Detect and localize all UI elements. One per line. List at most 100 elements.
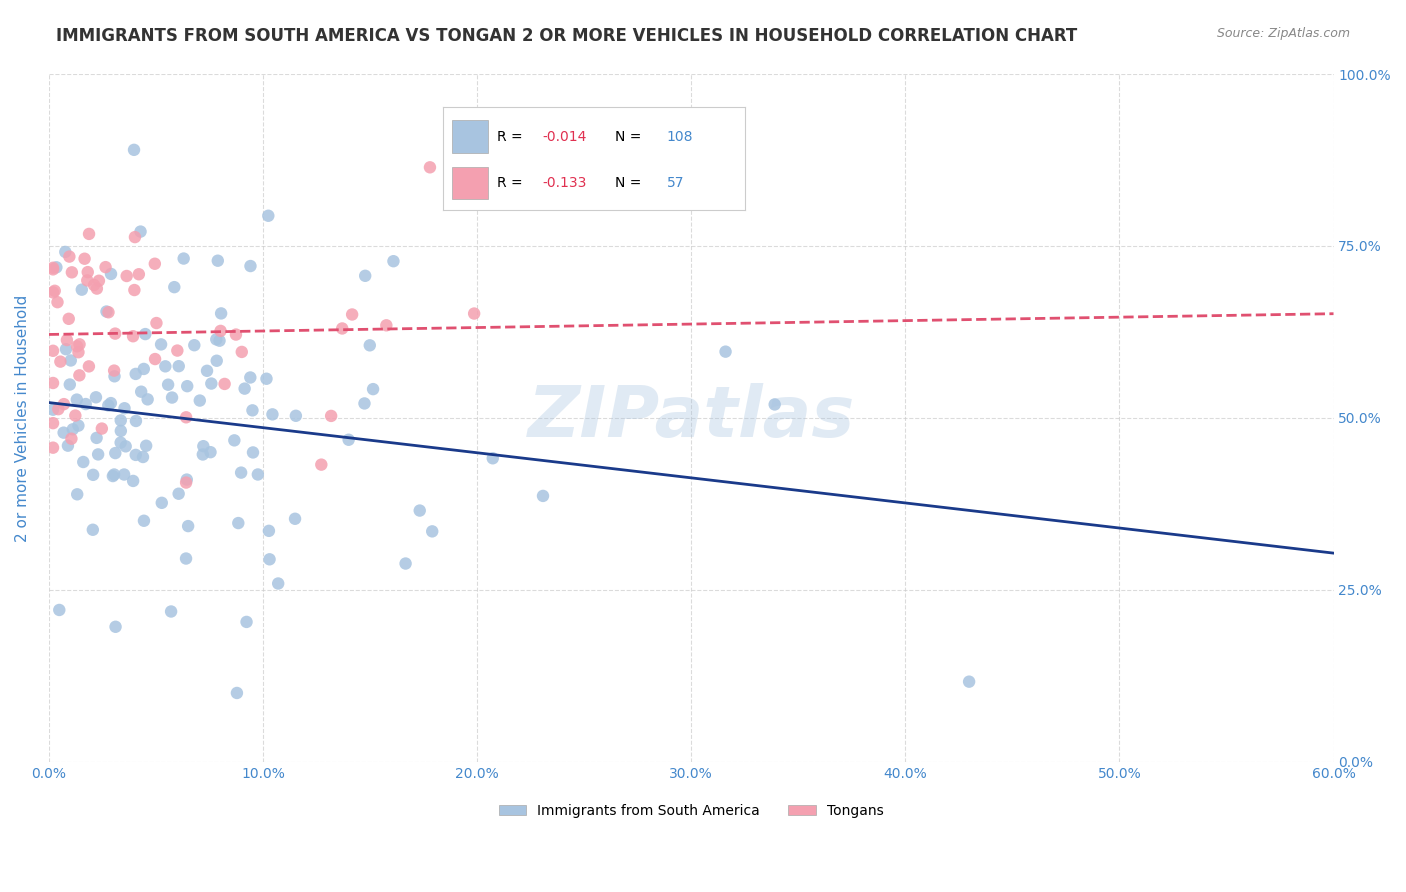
Point — [97, 399, 120, 413]
Point — [267, 576, 290, 591]
Point — [52, 397, 75, 411]
Point — [59, 353, 82, 368]
Point — [311, 458, 333, 472]
Point — [101, 469, 124, 483]
Point — [42, 260, 65, 275]
Point — [463, 307, 485, 321]
Point — [177, 519, 200, 533]
Point — [233, 382, 256, 396]
Point — [714, 344, 737, 359]
Point — [66, 392, 89, 407]
Point — [125, 414, 148, 428]
FancyBboxPatch shape — [451, 167, 488, 199]
Point — [42, 343, 65, 358]
Point — [163, 280, 186, 294]
Text: R =: R = — [498, 176, 527, 190]
Point — [77, 359, 100, 374]
Point — [42, 262, 65, 277]
Point — [167, 359, 190, 374]
Point — [48, 603, 70, 617]
Point — [67, 368, 90, 383]
Point — [226, 516, 249, 530]
Point — [56, 333, 79, 347]
Point — [55, 342, 77, 356]
Point — [125, 367, 148, 381]
Point — [205, 353, 228, 368]
Point — [224, 434, 246, 448]
Point — [242, 403, 264, 417]
Point — [42, 402, 65, 417]
Point — [193, 439, 215, 453]
Point — [242, 445, 264, 459]
Text: -0.014: -0.014 — [543, 130, 588, 144]
Point — [104, 446, 127, 460]
Point — [531, 489, 554, 503]
Point — [284, 409, 307, 423]
Text: Source: ZipAtlas.com: Source: ZipAtlas.com — [1216, 27, 1350, 40]
Point — [284, 512, 307, 526]
Point — [239, 370, 262, 384]
Point — [67, 418, 90, 433]
Point — [124, 283, 146, 297]
Point — [174, 551, 197, 566]
Point — [125, 448, 148, 462]
Point — [49, 354, 72, 368]
Text: N =: N = — [616, 130, 645, 144]
Point — [44, 284, 66, 298]
Point — [167, 487, 190, 501]
Point — [66, 487, 89, 501]
Point — [52, 425, 75, 440]
Text: -0.133: -0.133 — [543, 176, 588, 190]
Point — [65, 409, 87, 423]
Point — [83, 278, 105, 293]
Point — [132, 450, 155, 464]
Point — [239, 259, 262, 273]
Point — [77, 227, 100, 241]
Point — [340, 308, 363, 322]
Point — [66, 339, 89, 353]
Point — [96, 304, 118, 318]
Point — [59, 377, 82, 392]
Point — [103, 363, 125, 377]
Point — [60, 265, 83, 279]
Point — [214, 376, 236, 391]
Point — [330, 321, 353, 335]
Point — [134, 327, 156, 342]
Point — [155, 359, 177, 374]
Point — [226, 686, 249, 700]
Point — [62, 422, 84, 436]
Point — [45, 260, 67, 275]
Point — [76, 265, 98, 279]
Point — [209, 306, 232, 320]
Point — [84, 390, 107, 404]
Point — [53, 244, 76, 259]
Point — [104, 326, 127, 341]
Point — [143, 257, 166, 271]
Point — [73, 252, 96, 266]
Point — [129, 384, 152, 399]
Point — [103, 369, 125, 384]
Point — [90, 421, 112, 435]
Point — [136, 392, 159, 407]
Point — [361, 382, 384, 396]
Point — [209, 324, 232, 338]
Point — [763, 397, 786, 411]
Point — [75, 397, 97, 411]
Text: 57: 57 — [666, 176, 685, 190]
Point — [183, 338, 205, 352]
Point — [191, 448, 214, 462]
Point — [256, 372, 278, 386]
Point — [112, 467, 135, 482]
Point — [208, 334, 231, 348]
Point — [200, 376, 222, 391]
Point — [259, 552, 281, 566]
Point — [110, 435, 132, 450]
Point — [132, 362, 155, 376]
Point — [375, 318, 398, 333]
Point — [110, 413, 132, 427]
Point — [359, 338, 381, 352]
Point — [97, 305, 120, 319]
Legend: Immigrants from South America, Tongans: Immigrants from South America, Tongans — [494, 798, 889, 823]
Point — [481, 451, 503, 466]
Point — [132, 514, 155, 528]
